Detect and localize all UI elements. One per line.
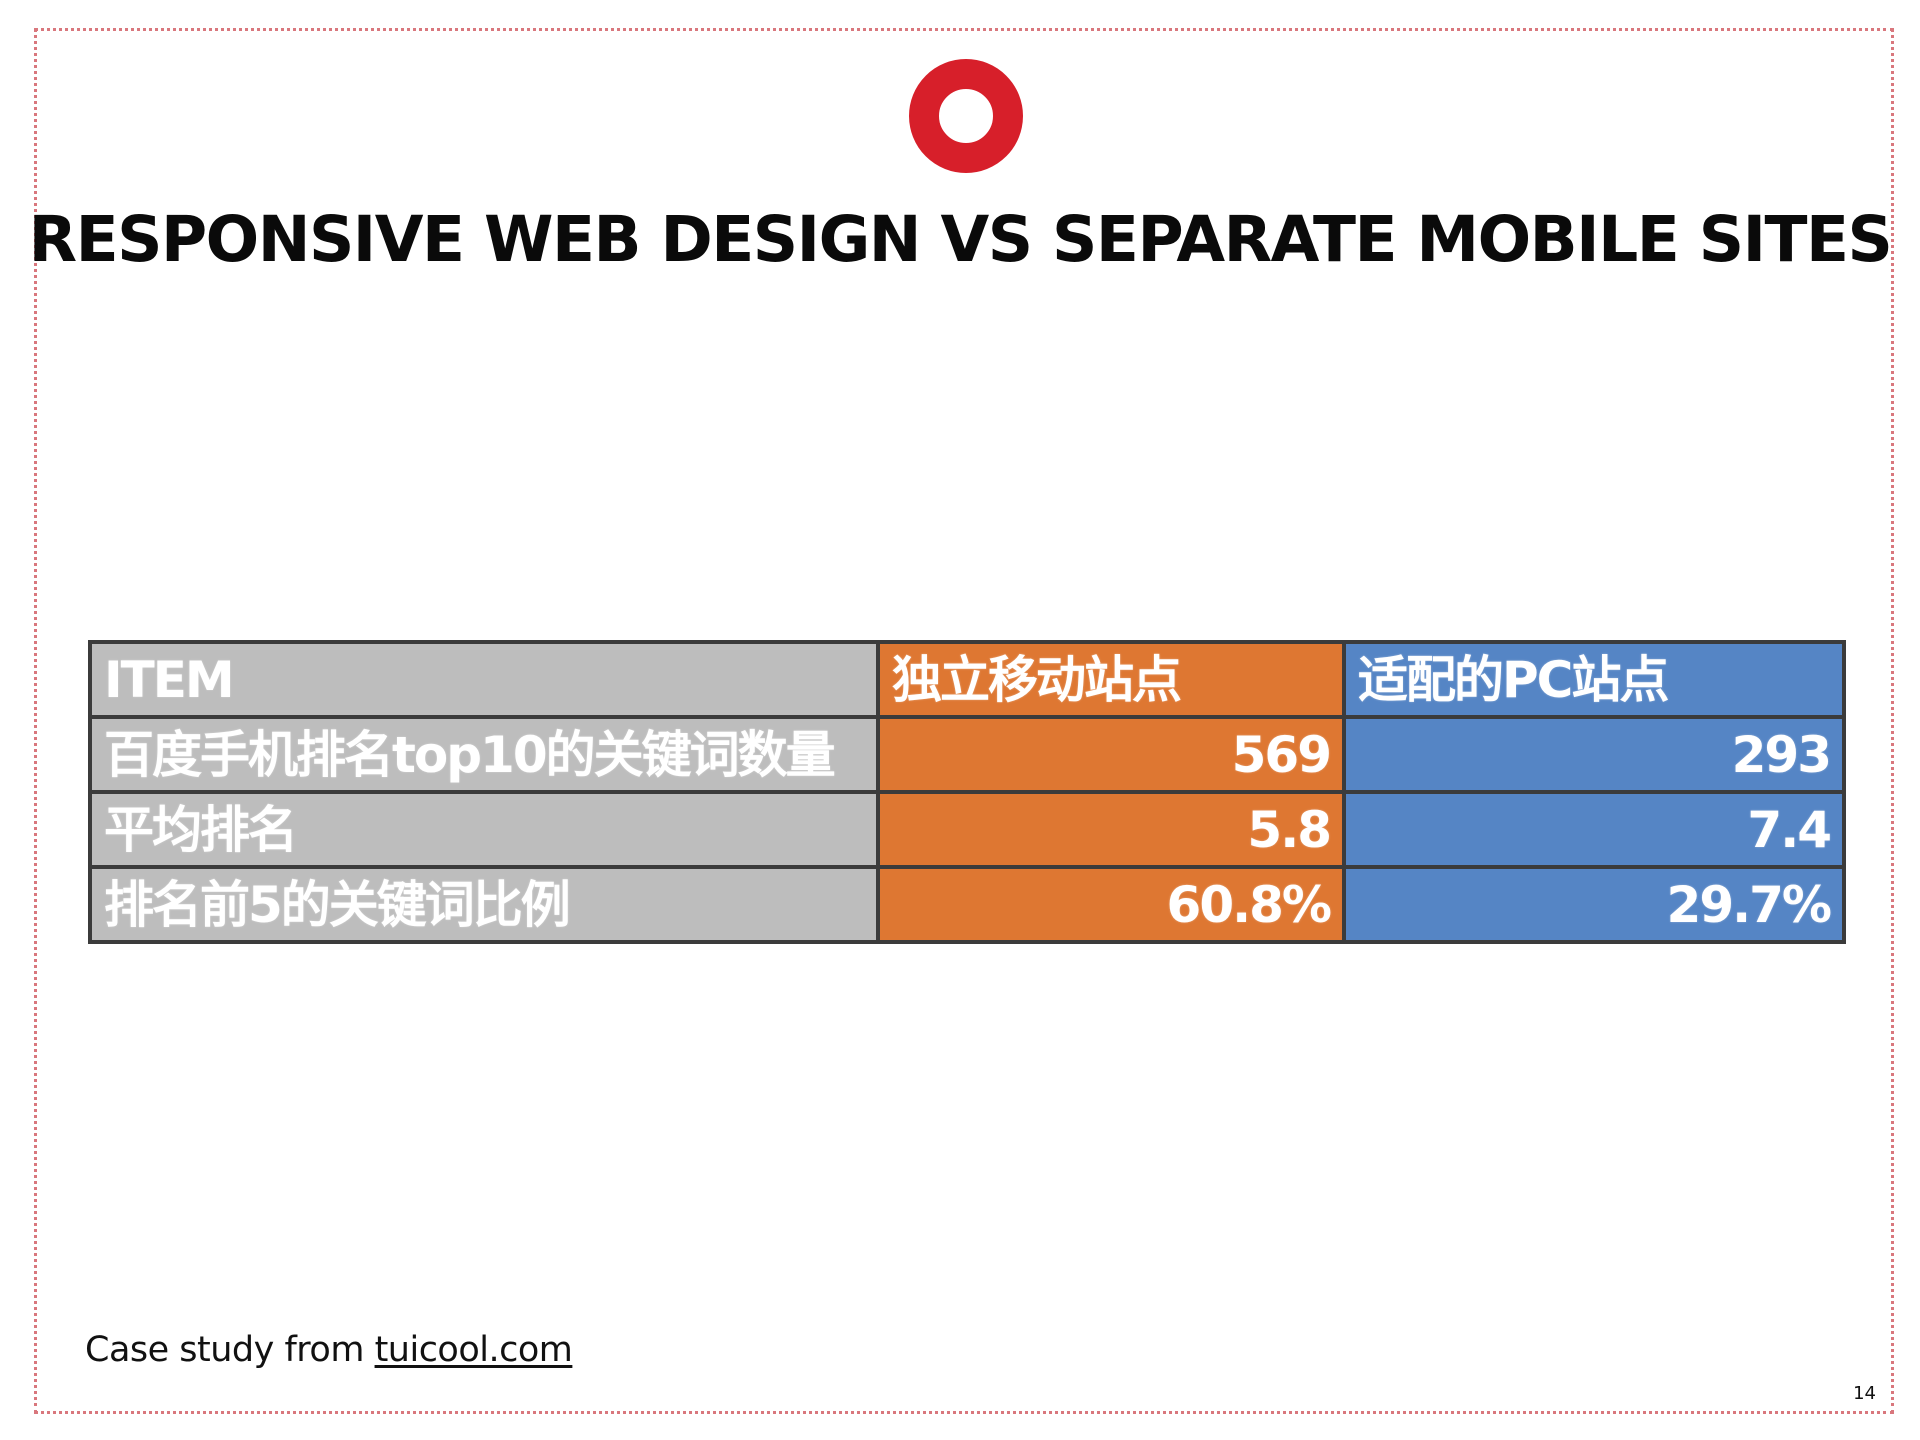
mobile-value: 60.8%	[876, 865, 1346, 944]
table-row: 平均排名 5.8 7.4	[88, 790, 1846, 869]
header-item: ITEM	[88, 640, 880, 719]
red-ring-logo-icon	[909, 59, 1023, 173]
pc-value: 29.7%	[1342, 865, 1846, 944]
slide-border	[34, 28, 1894, 1414]
case-study-caption: Case study from tuicool.com	[85, 1330, 573, 1370]
table-row: 百度手机排名top10的关键词数量 569 293	[88, 715, 1846, 794]
header-mobile-site: 独立移动站点	[876, 640, 1346, 719]
comparison-table: ITEM 独立移动站点 适配的PC站点 百度手机排名top10的关键词数量 56…	[88, 640, 1846, 944]
mobile-value: 569	[876, 715, 1346, 794]
header-pc-site: 适配的PC站点	[1342, 640, 1846, 719]
source-link[interactable]: tuicool.com	[374, 1330, 573, 1370]
pc-value: 7.4	[1342, 790, 1846, 869]
pc-value: 293	[1342, 715, 1846, 794]
row-label: 百度手机排名top10的关键词数量	[88, 715, 880, 794]
table-header-row: ITEM 独立移动站点 适配的PC站点	[88, 640, 1846, 719]
comparison-table-image: ITEM 独立移动站点 适配的PC站点 百度手机排名top10的关键词数量 56…	[88, 640, 1846, 944]
slide-title: RESPONSIVE WEB DESIGN VS SEPARATE MOBILE…	[28, 203, 1893, 276]
caption-text: Case study from	[85, 1330, 375, 1370]
table-row: 排名前5的关键词比例 60.8% 29.7%	[88, 865, 1846, 944]
mobile-value: 5.8	[876, 790, 1346, 869]
row-label: 平均排名	[88, 790, 880, 869]
row-label: 排名前5的关键词比例	[88, 865, 880, 944]
page-number: 14	[1853, 1383, 1876, 1404]
